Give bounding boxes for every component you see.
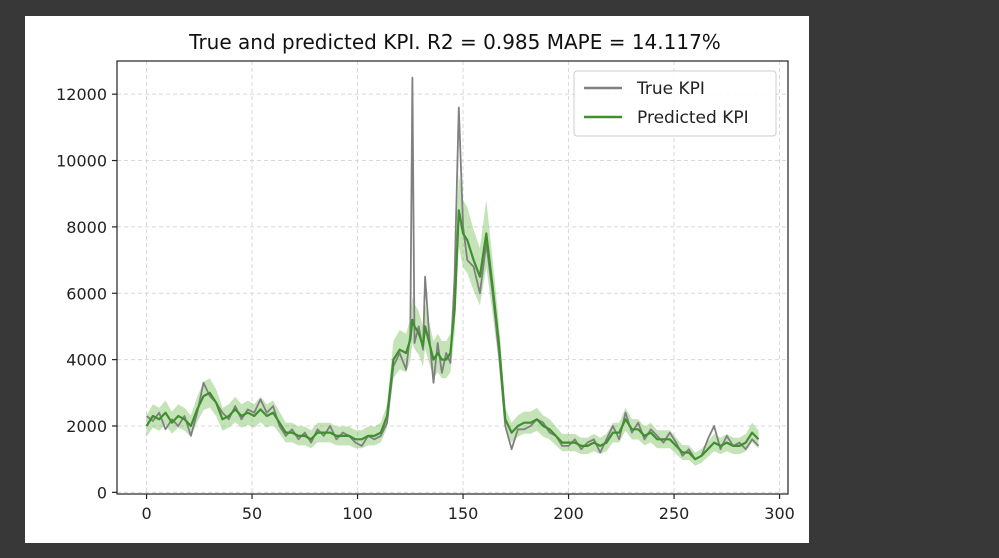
axis-ticks: 0 50 100 150 200 250 300 0 2000 4000 6000 8000 10000… <box>56 85 795 523</box>
y-tick-label: 8000 <box>66 218 107 237</box>
x-tick-label: 100 <box>342 504 373 523</box>
y-tick-label: 2000 <box>66 417 107 436</box>
true-kpi-line <box>145 76 760 461</box>
x-tick-label: 150 <box>448 504 479 523</box>
legend-label-true-kpi: True KPI <box>636 79 705 99</box>
y-tick-label: 0 <box>97 483 107 502</box>
y-tick-label: 6000 <box>66 284 107 303</box>
figure: True and predicted KPI. R2 = 0.985 MAPE … <box>25 16 809 543</box>
series-lines <box>145 76 760 461</box>
x-tick-label: 50 <box>242 504 262 523</box>
legend-box <box>573 70 777 137</box>
legend: True KPI Predicted KPI <box>573 70 777 137</box>
x-tick-label: 0 <box>141 504 151 523</box>
grid <box>117 61 788 494</box>
y-tick-label: 4000 <box>66 351 107 370</box>
x-tick-label: 300 <box>764 504 795 523</box>
predicted-kpi-line <box>145 209 760 461</box>
y-tick-label: 10000 <box>56 152 107 171</box>
legend-label-predicted-kpi: Predicted KPI <box>637 108 749 128</box>
plot-frame <box>116 60 789 495</box>
y-tick-label: 12000 <box>56 85 107 104</box>
x-tick-label: 200 <box>553 504 584 523</box>
chart-title: True and predicted KPI. R2 = 0.985 MAPE … <box>188 30 721 54</box>
kpi-line-chart: True and predicted KPI. R2 = 0.985 MAPE … <box>56 30 795 523</box>
x-tick-label: 250 <box>659 504 690 523</box>
